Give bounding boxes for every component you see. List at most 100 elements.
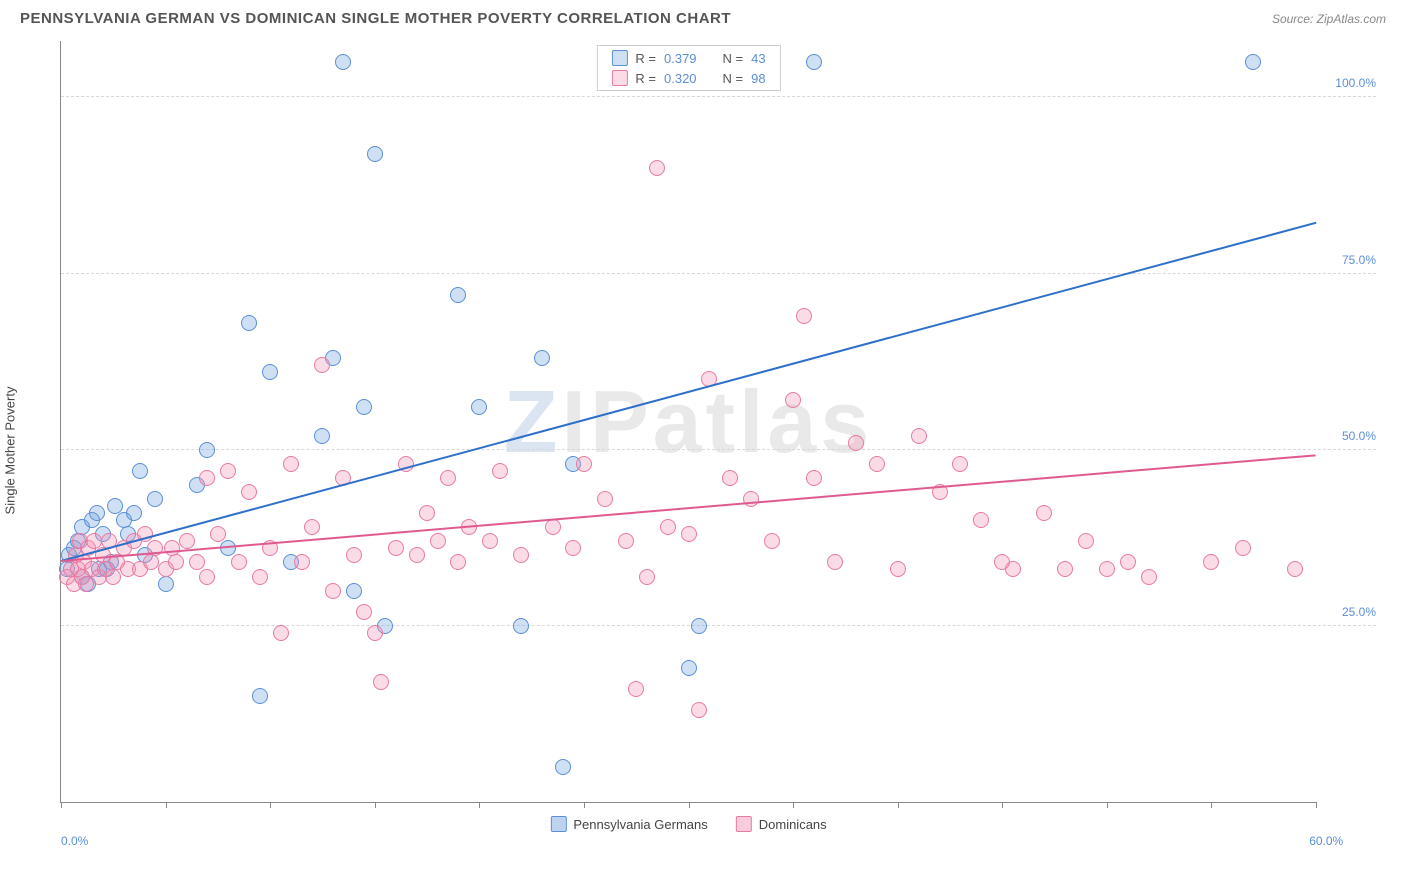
scatter-point-dom xyxy=(565,540,581,556)
scatter-point-dom xyxy=(105,569,121,585)
scatter-point-dom xyxy=(649,160,665,176)
scatter-point-dom xyxy=(143,554,159,570)
scatter-point-dom xyxy=(1005,561,1021,577)
scatter-point-dom xyxy=(231,554,247,570)
scatter-point-dom xyxy=(1203,554,1219,570)
scatter-point-dom xyxy=(1057,561,1073,577)
x-tick xyxy=(166,802,167,808)
watermark: ZIPatlas xyxy=(504,371,874,473)
legend-r-value: 0.320 xyxy=(664,71,697,86)
scatter-point-pg xyxy=(1245,54,1261,70)
scatter-point-pg xyxy=(241,315,257,331)
scatter-point-dom xyxy=(1078,533,1094,549)
scatter-point-dom xyxy=(346,547,362,563)
scatter-point-dom xyxy=(890,561,906,577)
scatter-point-pg xyxy=(691,618,707,634)
scatter-point-dom xyxy=(1120,554,1136,570)
chart-title: PENNSYLVANIA GERMAN VS DOMINICAN SINGLE … xyxy=(20,10,731,27)
x-tick xyxy=(375,802,376,808)
legend-stats-row: R =0.320N =98 xyxy=(597,68,779,88)
scatter-point-pg xyxy=(262,364,278,380)
scatter-point-dom xyxy=(806,470,822,486)
scatter-point-pg xyxy=(126,505,142,521)
scatter-point-dom xyxy=(388,540,404,556)
x-tick xyxy=(1002,802,1003,808)
scatter-point-dom xyxy=(722,470,738,486)
scatter-point-dom xyxy=(911,428,927,444)
scatter-point-dom xyxy=(252,569,268,585)
legend-swatch xyxy=(611,50,627,66)
scatter-point-pg xyxy=(555,759,571,775)
scatter-point-dom xyxy=(848,435,864,451)
scatter-point-pg xyxy=(450,287,466,303)
scatter-point-dom xyxy=(681,526,697,542)
x-tick xyxy=(1107,802,1108,808)
scatter-point-dom xyxy=(691,702,707,718)
x-tick xyxy=(584,802,585,808)
x-tick xyxy=(689,802,690,808)
scatter-point-pg xyxy=(346,583,362,599)
scatter-point-pg xyxy=(147,491,163,507)
scatter-point-dom xyxy=(199,470,215,486)
scatter-point-pg xyxy=(199,442,215,458)
scatter-point-dom xyxy=(283,456,299,472)
legend-swatch xyxy=(611,70,627,86)
scatter-point-dom xyxy=(796,308,812,324)
scatter-point-dom xyxy=(869,456,885,472)
scatter-point-dom xyxy=(373,674,389,690)
scatter-point-pg xyxy=(158,576,174,592)
gridline xyxy=(61,625,1376,626)
y-axis-label: Single Mother Poverty xyxy=(3,387,18,515)
legend-r-label: R = xyxy=(635,71,656,86)
scatter-point-dom xyxy=(764,533,780,549)
scatter-point-dom xyxy=(430,533,446,549)
scatter-point-dom xyxy=(325,583,341,599)
scatter-point-dom xyxy=(189,554,205,570)
scatter-point-dom xyxy=(440,470,456,486)
scatter-point-dom xyxy=(618,533,634,549)
scatter-point-dom xyxy=(450,554,466,570)
chart-container: Single Mother Poverty ZIPatlas 25.0%50.0… xyxy=(20,33,1386,853)
x-tick-label: 60.0% xyxy=(1309,834,1343,848)
scatter-point-pg xyxy=(356,399,372,415)
scatter-point-dom xyxy=(356,604,372,620)
x-tick xyxy=(1316,802,1317,808)
scatter-point-dom xyxy=(1287,561,1303,577)
scatter-point-pg xyxy=(132,463,148,479)
scatter-point-pg xyxy=(806,54,822,70)
scatter-point-dom xyxy=(1099,561,1115,577)
x-tick xyxy=(793,802,794,808)
y-tick-label: 25.0% xyxy=(1342,605,1376,619)
legend-r-value: 0.379 xyxy=(664,51,697,66)
scatter-point-dom xyxy=(419,505,435,521)
scatter-point-dom xyxy=(199,569,215,585)
scatter-point-pg xyxy=(471,399,487,415)
scatter-point-dom xyxy=(952,456,968,472)
legend-swatch xyxy=(736,816,752,832)
gridline xyxy=(61,273,1376,274)
scatter-point-pg xyxy=(534,350,550,366)
scatter-point-dom xyxy=(545,519,561,535)
scatter-point-dom xyxy=(241,484,257,500)
y-tick-label: 100.0% xyxy=(1335,76,1376,90)
legend-series: Pennsylvania GermansDominicans xyxy=(550,816,826,832)
legend-n-label: N = xyxy=(723,51,744,66)
scatter-point-pg xyxy=(89,505,105,521)
scatter-point-pg xyxy=(681,660,697,676)
legend-series-item: Dominicans xyxy=(736,816,827,832)
scatter-point-dom xyxy=(743,491,759,507)
scatter-point-dom xyxy=(210,526,226,542)
scatter-point-dom xyxy=(220,463,236,479)
y-tick-label: 75.0% xyxy=(1342,253,1376,267)
scatter-point-dom xyxy=(1235,540,1251,556)
scatter-point-pg xyxy=(314,428,330,444)
scatter-point-dom xyxy=(576,456,592,472)
scatter-point-pg xyxy=(335,54,351,70)
x-tick xyxy=(1211,802,1212,808)
x-tick-label: 0.0% xyxy=(61,834,88,848)
scatter-point-dom xyxy=(168,554,184,570)
scatter-point-dom xyxy=(628,681,644,697)
scatter-point-dom xyxy=(367,625,383,641)
scatter-point-dom xyxy=(597,491,613,507)
plot-area: ZIPatlas 25.0%50.0%75.0%100.0%0.0%60.0%R… xyxy=(60,41,1316,803)
